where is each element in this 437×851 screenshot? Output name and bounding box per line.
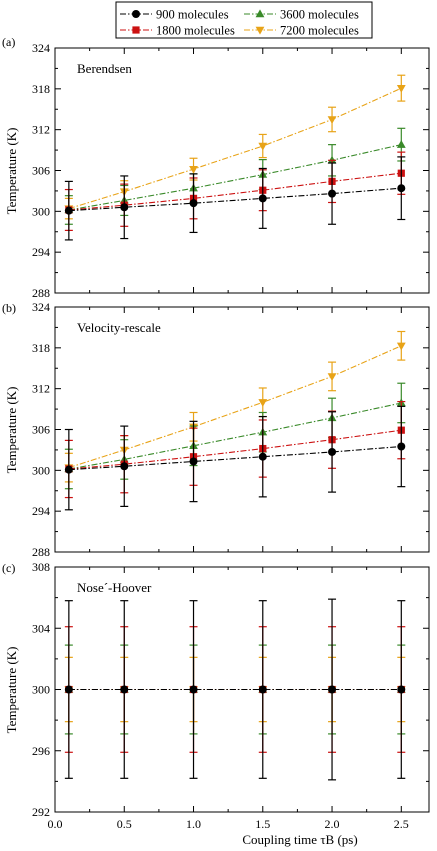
y-tick-label: 306 [32, 164, 50, 178]
series-line [68, 172, 402, 211]
legend-label: 900 molecules [156, 8, 229, 22]
panel-label: (b) [2, 301, 16, 315]
data-point [64, 465, 73, 474]
legend-marker [132, 10, 140, 18]
data-point [258, 142, 268, 151]
data-point [258, 399, 268, 407]
series-900-molecules [64, 598, 406, 781]
legend-entry: 900 molecules [120, 8, 229, 22]
series-3600-molecules [64, 382, 406, 490]
x-axis-label: Coupling time τB (ps) [242, 832, 357, 847]
y-tick-label: 306 [32, 423, 50, 437]
data-point [189, 685, 198, 694]
legend-label: 7200 molecules [280, 24, 359, 38]
y-tick-label: 288 [32, 545, 50, 559]
legend-box [115, 1, 373, 39]
series-7200-molecules [64, 74, 406, 220]
plot-frame [54, 306, 430, 553]
data-point [189, 457, 198, 466]
series-line [68, 402, 402, 470]
series-900-molecules [64, 156, 406, 241]
y-tick-label: 304 [32, 621, 50, 635]
legend: 900 molecules 3600 molecules 1800 molecule… [115, 1, 373, 39]
panel-a: (a) Berendsen Temperature (K) 288 294 300 3… [2, 35, 430, 300]
legend-label: 3600 molecules [280, 8, 359, 22]
data-point [397, 685, 406, 694]
y-tick-label: 312 [32, 382, 50, 396]
y-axis-label: Temperature (K) [4, 387, 19, 474]
data-point [64, 206, 73, 215]
plot-frame [54, 47, 430, 294]
data-point [396, 342, 406, 351]
y-tick-label: 318 [32, 341, 50, 355]
panel-label: (c) [2, 561, 15, 575]
y-tick-label: 294 [32, 245, 50, 259]
legend-entry: 7200 molecules [244, 24, 359, 38]
panel-title: Nose´-Hoover [77, 580, 152, 595]
series-1800-molecules [64, 400, 406, 499]
x-tick-label: 1.0 [186, 817, 201, 831]
y-tick-label: 312 [32, 123, 50, 137]
legend-marker [255, 26, 265, 35]
y-axis-label: Temperature (K) [4, 647, 19, 734]
y-tick-label: 324 [32, 300, 50, 314]
legend-marker [132, 26, 140, 34]
data-point [120, 203, 129, 212]
legend-entry: 1800 molecules [120, 24, 235, 38]
data-point [396, 84, 406, 93]
series-line [68, 187, 402, 212]
series-line [68, 87, 402, 210]
data-point [328, 189, 337, 198]
y-tick-label: 308 [32, 560, 50, 574]
data-point [328, 685, 337, 694]
data-point [397, 184, 406, 193]
y-tick-label: 292 [32, 805, 50, 819]
series-3600-molecules [64, 127, 406, 225]
series-1800-molecules [64, 151, 406, 231]
series-900-molecules [64, 405, 406, 511]
legend-label: 1800 molecules [156, 24, 235, 38]
panel-label: (a) [2, 35, 15, 49]
data-point [120, 462, 129, 471]
data-point [258, 452, 267, 461]
y-tick-label: 300 [32, 683, 50, 697]
y-tick-label: 300 [32, 463, 50, 477]
y-tick-label: 324 [32, 41, 50, 55]
x-tick-label: 2.0 [325, 817, 340, 831]
y-tick-label: 300 [32, 204, 50, 218]
legend-marker [255, 9, 265, 18]
series-line [68, 445, 402, 471]
data-point [64, 685, 73, 694]
data-point [327, 116, 337, 125]
y-axis-label: Temperature (K) [4, 128, 19, 215]
panel-b: (b) Velocity-rescale Temperature (K) 288… [2, 300, 430, 559]
data-point [189, 165, 198, 174]
y-tick-label: 318 [32, 82, 50, 96]
y-tick-label: 296 [32, 744, 50, 758]
data-point [328, 447, 337, 456]
y-tick-label: 294 [32, 504, 50, 518]
x-tick-label: 0.0 [48, 817, 63, 831]
series-7200-molecules [64, 330, 406, 483]
panel-c: (c) Nose´-Hoover Temperature (K) Couplin… [2, 560, 430, 847]
series-line [68, 144, 402, 211]
x-tick-label: 1.5 [255, 817, 270, 831]
series-line [68, 345, 402, 469]
panel-title: Velocity-rescale [77, 320, 161, 335]
x-tick-label: 0.5 [117, 817, 132, 831]
data-point [258, 685, 267, 694]
legend-entry: 3600 molecules [244, 8, 359, 22]
panel-title: Berendsen [77, 61, 132, 76]
y-tick-label: 288 [32, 286, 50, 300]
data-point [396, 140, 406, 148]
x-tick-label: 2.5 [394, 817, 409, 831]
data-point [327, 155, 337, 164]
data-point [258, 194, 267, 203]
series-line [68, 429, 402, 470]
data-point [327, 373, 337, 382]
data-point [189, 199, 198, 208]
data-point [120, 685, 129, 694]
data-point [397, 442, 406, 451]
